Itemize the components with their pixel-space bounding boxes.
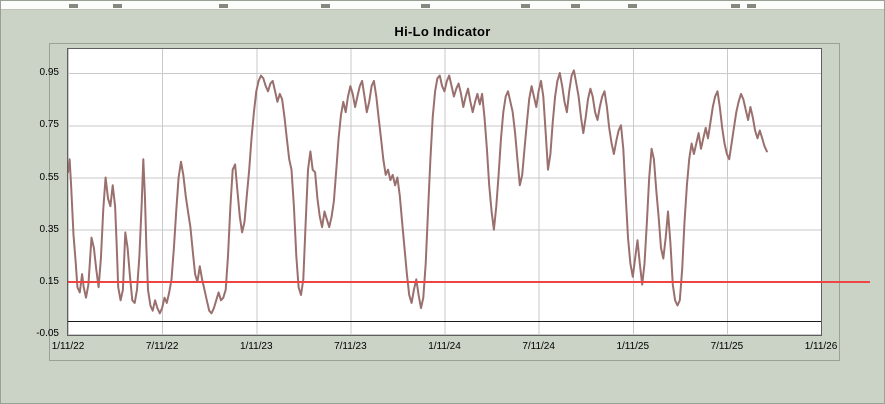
window-edge-mark [731,4,740,8]
zero-reference-line [68,321,821,323]
plot-area [67,48,822,336]
chart-title: Hi-Lo Indicator [394,24,491,39]
y-tick-label: -0.05 [36,328,59,340]
x-tick-label: 1/11/23 [239,341,273,352]
window-edge-mark [69,4,78,8]
window-edge-mark [571,4,580,8]
x-tick-label: 1/11/26 [804,341,838,352]
x-tick-label: 7/11/25 [710,341,744,352]
hi-lo-indicator-line-chart [68,49,821,335]
x-tick-label: 7/11/24 [522,341,555,352]
chart-panel-frame [49,43,840,361]
window-edge-mark [321,4,330,8]
threshold-reference-line [68,280,870,283]
window-edge-mark [219,4,228,8]
x-tick-label: 7/11/23 [334,341,367,352]
y-tick-label: 0.15 [39,275,59,287]
window-edge-mark [521,4,530,8]
window-edge-mark [421,4,430,8]
hi-lo-indicator-series [68,69,768,315]
window-edge-mark [113,4,122,8]
y-tick-label: 0.75 [39,119,59,131]
x-tick-label: 1/11/22 [51,341,85,352]
x-tick-label: 1/11/24 [428,341,461,352]
y-axis-labels: 0.95 0.75 0.55 0.35 0.15 -0.05 [1,1,67,403]
x-tick-label: 1/11/25 [616,341,650,352]
y-tick-label: 0.95 [39,67,59,79]
y-tick-label: 0.35 [39,223,59,235]
x-tick-label: 7/11/22 [145,341,179,352]
window-edge-mark [628,4,637,8]
window-top-edge [1,1,884,10]
window-edge-mark [747,4,756,8]
x-axis-labels: 1/11/22 7/11/22 1/11/23 7/11/23 1/11/24 7/11/… [1,341,884,355]
y-tick-label: 0.55 [39,171,59,183]
